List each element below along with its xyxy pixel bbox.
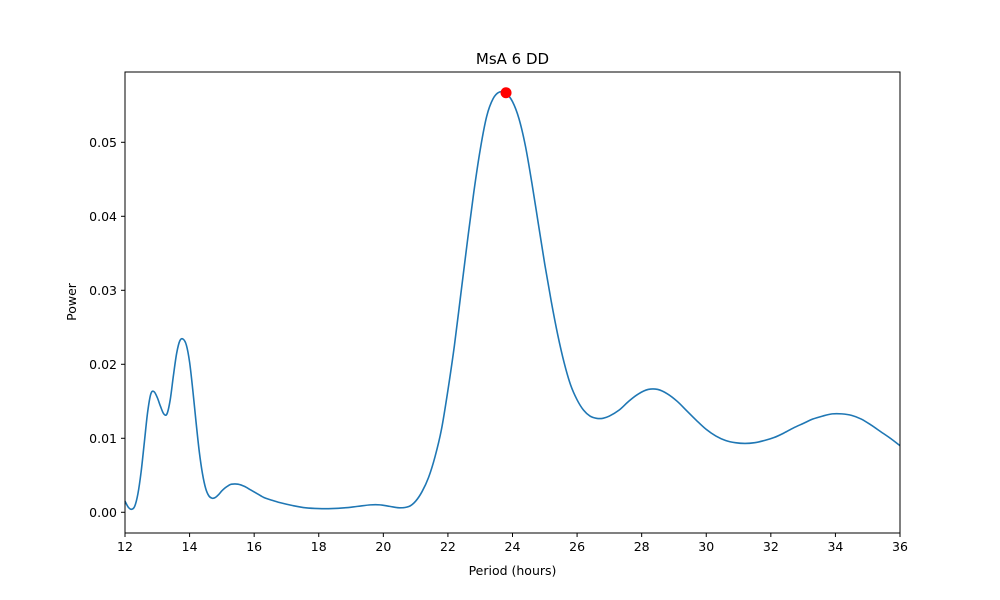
x-tick-label: 14 [182, 539, 198, 554]
x-tick-label: 22 [440, 539, 456, 554]
y-tick-label: 0.02 [89, 357, 117, 372]
y-tick-label: 0.05 [89, 135, 117, 150]
x-tick-label: 30 [698, 539, 714, 554]
power-series-line [124, 90, 901, 511]
x-tick-label: 32 [763, 539, 779, 554]
y-tick-label: 0.04 [89, 209, 117, 224]
x-tick-label: 16 [246, 539, 262, 554]
y-axis-ticks: 0.00 0.01 0.02 0.03 0.04 0.05 [89, 135, 125, 520]
x-tick-label: 36 [892, 539, 908, 554]
y-tick-label: 0.01 [89, 431, 117, 446]
x-axis-label: Period (hours) [469, 563, 557, 578]
plot-area-frame [124, 71, 901, 534]
x-tick-label: 26 [569, 539, 585, 554]
y-tick-label: 0.00 [89, 505, 117, 520]
x-tick-label: 34 [827, 539, 843, 554]
x-tick-label: 28 [634, 539, 650, 554]
x-axis-ticks: 12 14 16 18 20 22 24 26 28 30 32 34 36 [117, 533, 908, 554]
x-tick-label: 18 [311, 539, 327, 554]
y-tick-label: 0.03 [89, 283, 117, 298]
x-tick-label: 24 [505, 539, 521, 554]
y-axis-label: Power [64, 282, 79, 321]
peak-marker [500, 87, 512, 99]
x-tick-label: 12 [117, 539, 133, 554]
x-tick-label: 20 [375, 539, 391, 554]
chart-title: MsA 6 DD [476, 50, 549, 68]
